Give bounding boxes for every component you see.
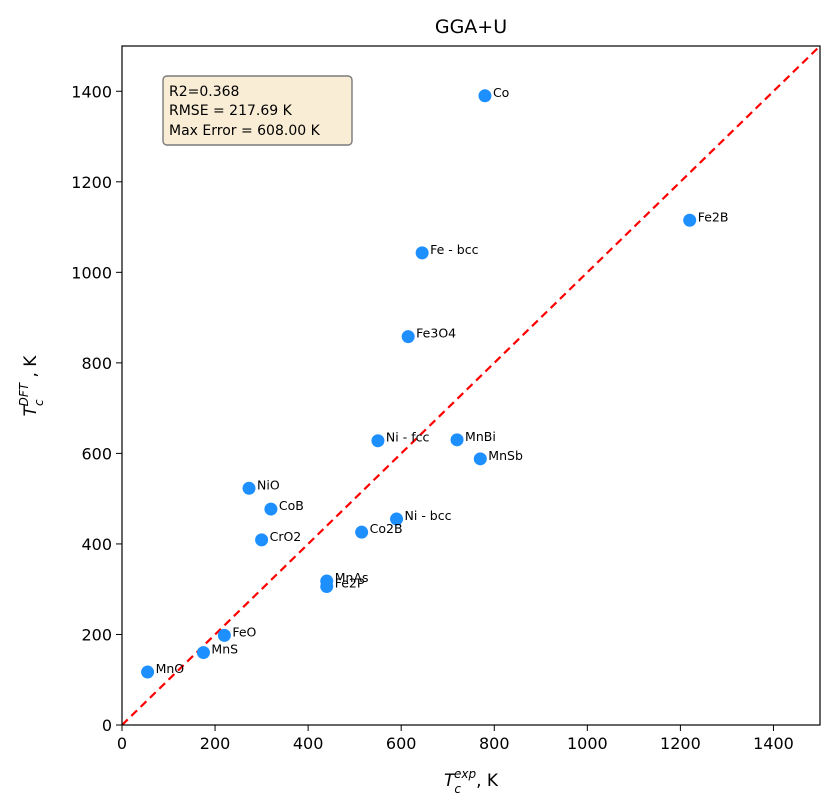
x-axis-label-main: T bbox=[444, 771, 456, 791]
reference-line bbox=[122, 46, 820, 725]
data-point-label: Ni - fcc bbox=[386, 430, 430, 445]
stats-r2: R2=0.368 bbox=[169, 84, 239, 100]
y-axis-label-unit: , K bbox=[21, 355, 41, 383]
data-point bbox=[415, 246, 429, 260]
data-point bbox=[390, 512, 404, 526]
data-point-label: Ni - bcc bbox=[405, 508, 452, 523]
data-point bbox=[196, 646, 210, 660]
y-tick-label: 0 bbox=[102, 716, 112, 735]
data-point-label: FeO bbox=[232, 624, 256, 639]
data-point-label: MnS bbox=[211, 642, 238, 657]
reference-line-layer bbox=[122, 46, 820, 725]
data-point-label: Co bbox=[493, 85, 509, 100]
data-point-label: CoB bbox=[279, 498, 304, 513]
y-tick-label: 600 bbox=[81, 444, 112, 463]
x-tick-label: 0 bbox=[117, 734, 127, 753]
data-point bbox=[478, 89, 492, 103]
x-axis-label-sup: exp bbox=[454, 767, 476, 781]
x-tick-label: 1200 bbox=[660, 734, 701, 753]
data-point bbox=[450, 433, 464, 447]
y-tick-label: 200 bbox=[81, 625, 112, 644]
data-point-label: Fe2P bbox=[335, 575, 365, 590]
data-point bbox=[242, 481, 256, 495]
x-tick-label: 800 bbox=[479, 734, 510, 753]
y-tick-label: 1200 bbox=[71, 173, 112, 192]
y-tick-label: 1000 bbox=[71, 263, 112, 282]
data-point bbox=[264, 502, 278, 516]
y-axis-label-sub: c bbox=[32, 399, 46, 406]
data-point bbox=[141, 665, 155, 679]
x-tick-label: 1400 bbox=[753, 734, 794, 753]
data-point bbox=[371, 434, 385, 448]
data-point-label: Co2B bbox=[370, 521, 403, 536]
data-point bbox=[683, 213, 697, 227]
stats-rmse: RMSE = 217.69 K bbox=[169, 103, 293, 119]
x-tick-label: 1000 bbox=[567, 734, 608, 753]
point-labels-layer: Co Fe2B Fe - bcc Fe3O4 Ni - fcc MnBi MnSb NiO Co… bbox=[156, 85, 729, 676]
data-point-label: Fe - bcc bbox=[430, 242, 478, 257]
x-tick-label: 200 bbox=[200, 734, 231, 753]
x-axis-label-sub: c bbox=[454, 782, 461, 796]
y-axis-label-main: T bbox=[21, 404, 41, 416]
data-point bbox=[401, 330, 415, 344]
data-point-label: MnO bbox=[156, 661, 185, 676]
data-point-label: MnBi bbox=[465, 429, 496, 444]
data-point bbox=[473, 452, 487, 466]
data-point-label: NiO bbox=[257, 477, 280, 492]
data-point-label: CrO2 bbox=[270, 529, 302, 544]
points-layer bbox=[141, 89, 697, 679]
data-point-label: MnAs bbox=[335, 570, 369, 585]
data-point-label: MnSb bbox=[488, 448, 523, 463]
data-point-label: Fe3O4 bbox=[416, 326, 456, 341]
plot-frame bbox=[121, 45, 821, 726]
chart-title: GGA+U bbox=[435, 16, 507, 38]
x-tick-label: 400 bbox=[293, 734, 324, 753]
x-axis-label-unit: , K bbox=[476, 771, 499, 791]
data-point bbox=[320, 579, 334, 593]
stats-box-background bbox=[162, 75, 353, 146]
y-axis: 0 200 400 600 800 1000 1200 1400 bbox=[71, 82, 122, 735]
x-tick-label: 600 bbox=[386, 734, 417, 753]
x-axis-label: Tcexp, K bbox=[444, 767, 499, 796]
data-point bbox=[217, 628, 231, 642]
x-axis: 0 200 400 600 800 1000 1200 1400 bbox=[117, 725, 794, 753]
y-tick-label: 800 bbox=[81, 354, 112, 373]
y-axis-label-sup: DFT bbox=[17, 381, 31, 406]
stats-max-error: Max Error = 608.00 K bbox=[169, 123, 321, 139]
data-point-label: Fe2B bbox=[698, 209, 729, 224]
y-tick-label: 400 bbox=[81, 535, 112, 554]
y-tick-label: 1400 bbox=[71, 82, 112, 101]
y-axis-label: TcDFT , K bbox=[17, 355, 46, 417]
data-point bbox=[255, 533, 269, 547]
data-point bbox=[355, 525, 369, 539]
stats-box: R2=0.368 RMSE = 217.69 K Max Error = 608… bbox=[162, 75, 353, 146]
